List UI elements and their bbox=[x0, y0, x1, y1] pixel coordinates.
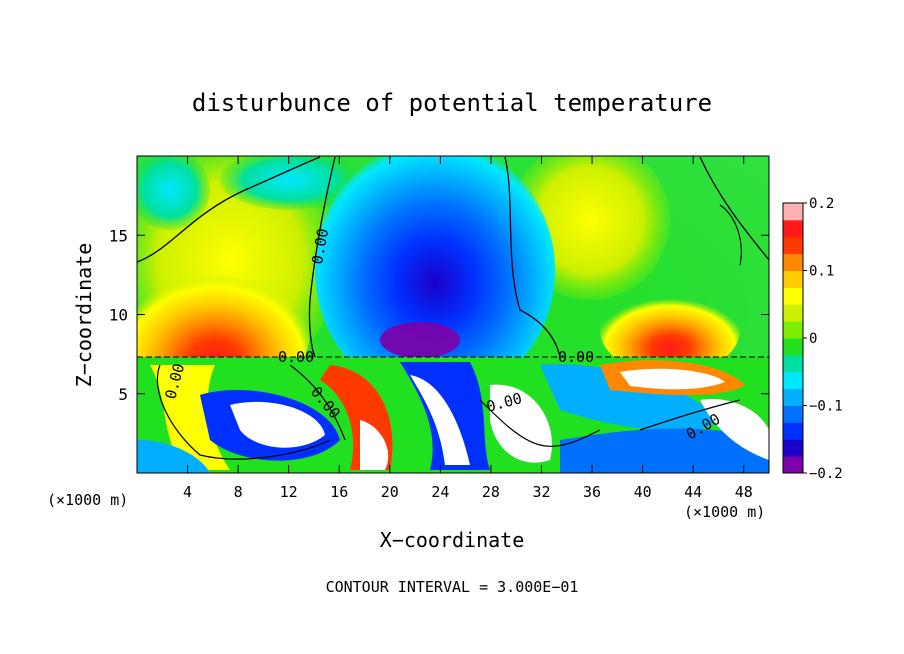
y-axis-ticks: 5 10 15 bbox=[109, 226, 769, 404]
x-tick-label: 48 bbox=[735, 483, 753, 501]
lower-swirl-13 bbox=[137, 440, 210, 473]
colorbar-swatch bbox=[783, 287, 803, 305]
field-purple-core bbox=[380, 322, 460, 358]
x-tick-label: 20 bbox=[381, 483, 399, 501]
colorbar-swatch bbox=[783, 371, 803, 390]
contour-line-1 bbox=[137, 156, 321, 263]
contour-label: 0.00 bbox=[558, 348, 594, 366]
field-cool-core bbox=[315, 156, 555, 400]
colorbar-tick-label: −0.2 bbox=[809, 466, 843, 482]
lower-swirl-6 bbox=[410, 375, 470, 465]
x-tick-label: 12 bbox=[280, 483, 298, 501]
field-cyan-top bbox=[220, 156, 360, 210]
colorbar-swatch bbox=[783, 388, 803, 406]
lower-swirl-8 bbox=[540, 364, 720, 431]
contour-line-4 bbox=[699, 156, 769, 261]
colorbar-swatch bbox=[783, 253, 803, 271]
colorbar-swatch bbox=[783, 203, 803, 221]
x-tick-label: 8 bbox=[234, 483, 243, 501]
x-axis-label: X−coordinate bbox=[380, 528, 525, 552]
field-cyan-left bbox=[137, 156, 210, 230]
colorbar-tick-label: 0 bbox=[809, 331, 817, 347]
lower-swirl-14 bbox=[360, 420, 389, 470]
colorbar-swatch bbox=[783, 405, 803, 423]
contour-line-9 bbox=[639, 399, 741, 431]
lower-swirl-1 bbox=[150, 365, 230, 470]
y-axis-label: Z−coordinate bbox=[72, 243, 96, 388]
colorbar-swatch bbox=[783, 270, 803, 288]
contour-line-7 bbox=[289, 364, 346, 441]
lower-swirl-7 bbox=[490, 384, 552, 463]
contour-label: 0.00 bbox=[308, 227, 332, 266]
lower-swirl-11 bbox=[560, 428, 769, 473]
contour-line-8 bbox=[479, 399, 601, 447]
colorbar-swatch bbox=[783, 321, 803, 339]
lower-swirl-10 bbox=[620, 368, 725, 390]
lower-swirl-3 bbox=[230, 401, 325, 448]
colorbar-swatch bbox=[783, 422, 803, 440]
colorbar-swatch bbox=[783, 236, 803, 255]
colorbar-ticks: 0.2 0.1 0 −0.1 −0.2 bbox=[803, 196, 843, 482]
x-tick-label: 32 bbox=[532, 483, 550, 501]
x-tick-label: 36 bbox=[583, 483, 601, 501]
x-unit-left: (×1000 m) bbox=[47, 491, 128, 509]
plot-area bbox=[137, 156, 769, 473]
contour-label: 0.00 bbox=[278, 348, 314, 366]
colorbar-tick-label: −0.1 bbox=[809, 399, 843, 415]
x-tick-label: 40 bbox=[634, 483, 652, 501]
x-axis-ticks: 4 8 12 16 20 24 28 32 36 40 44 48 bbox=[183, 156, 753, 501]
colorbar-swatch bbox=[783, 219, 803, 238]
colorbar-swatch bbox=[783, 439, 803, 457]
x-tick-label: 28 bbox=[482, 483, 500, 501]
contour-line-6 bbox=[156, 364, 331, 460]
x-tick-label: 24 bbox=[431, 483, 449, 501]
x-tick-label: 4 bbox=[183, 483, 192, 501]
field-warm-right bbox=[600, 285, 740, 375]
contour-line-3 bbox=[504, 156, 561, 358]
x-tick-label: 44 bbox=[684, 483, 702, 501]
colorbar-swatch bbox=[783, 456, 803, 474]
y-tick-label: 10 bbox=[109, 306, 128, 325]
contour-line-5 bbox=[719, 204, 742, 266]
x-unit-right: (×1000 m) bbox=[684, 503, 765, 521]
x-tick-label: 16 bbox=[330, 483, 348, 501]
y-tick-label: 5 bbox=[118, 385, 128, 404]
colorbar-swatch bbox=[783, 354, 803, 373]
colorbar-tick-label: 0.2 bbox=[809, 196, 834, 212]
colorbar-swatch bbox=[783, 304, 803, 322]
contour-line-2 bbox=[308, 156, 336, 358]
colorbar-swatch bbox=[783, 338, 803, 356]
chart-title: disturbunce of potential temperature bbox=[192, 89, 712, 117]
colorbar-tick-label: 0.1 bbox=[809, 264, 834, 280]
lower-swirl-12 bbox=[700, 399, 769, 460]
y-tick-label: 15 bbox=[109, 226, 128, 245]
colorbar bbox=[782, 202, 804, 474]
contour-interval-note: CONTOUR INTERVAL = 3.000E−01 bbox=[326, 578, 579, 596]
